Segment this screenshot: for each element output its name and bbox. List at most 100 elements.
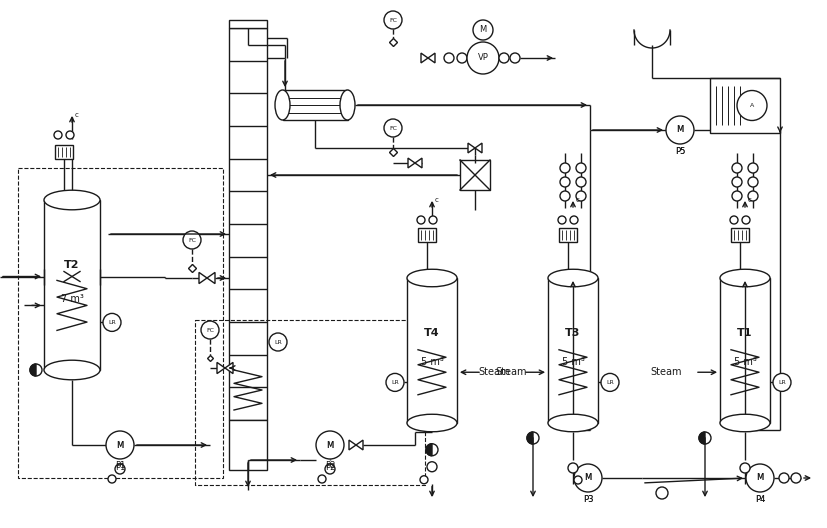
Circle shape	[473, 20, 493, 40]
Polygon shape	[30, 364, 36, 376]
Text: P3: P3	[583, 495, 593, 504]
Polygon shape	[699, 432, 705, 444]
Text: Steam: Steam	[651, 367, 682, 377]
Circle shape	[66, 131, 74, 139]
Text: LR: LR	[778, 380, 786, 385]
Circle shape	[748, 163, 758, 173]
Text: M: M	[676, 126, 684, 135]
Text: 5 m³: 5 m³	[421, 357, 443, 367]
Ellipse shape	[275, 90, 290, 120]
Text: M: M	[327, 440, 333, 449]
Circle shape	[732, 191, 742, 201]
Polygon shape	[421, 53, 428, 63]
Ellipse shape	[720, 269, 770, 287]
Bar	[195, 320, 425, 485]
Text: T2: T2	[65, 260, 79, 270]
Circle shape	[748, 177, 758, 187]
Circle shape	[666, 116, 694, 144]
Text: A: A	[750, 103, 754, 108]
Circle shape	[570, 216, 578, 224]
Circle shape	[732, 163, 742, 173]
Ellipse shape	[44, 360, 100, 380]
Text: LR: LR	[274, 340, 282, 344]
Text: c: c	[748, 197, 752, 203]
Text: M: M	[757, 474, 763, 483]
Bar	[229, 28, 267, 420]
Text: FC: FC	[389, 126, 397, 130]
Circle shape	[318, 475, 326, 483]
Circle shape	[420, 476, 428, 484]
Circle shape	[108, 475, 116, 483]
Text: Steam: Steam	[479, 367, 510, 377]
Polygon shape	[408, 158, 415, 168]
Circle shape	[576, 163, 586, 173]
Circle shape	[748, 191, 758, 201]
Text: M: M	[757, 474, 763, 483]
Text: FC: FC	[206, 327, 214, 333]
Circle shape	[467, 42, 499, 74]
Text: P3: P3	[583, 495, 593, 504]
Text: LR: LR	[606, 380, 614, 385]
Bar	[720, 278, 770, 423]
Circle shape	[54, 131, 62, 139]
Circle shape	[510, 53, 520, 63]
Text: P5: P5	[675, 147, 686, 156]
Polygon shape	[356, 440, 363, 450]
Text: M: M	[585, 474, 591, 483]
Circle shape	[576, 177, 586, 187]
Polygon shape	[349, 440, 356, 450]
Text: M: M	[585, 474, 591, 483]
Bar	[229, 420, 267, 470]
Circle shape	[568, 463, 578, 473]
Ellipse shape	[407, 269, 457, 287]
Text: M: M	[327, 440, 333, 449]
Circle shape	[325, 464, 335, 474]
Circle shape	[429, 216, 437, 224]
Circle shape	[115, 464, 125, 474]
Circle shape	[737, 90, 767, 120]
Text: P2: P2	[325, 461, 335, 470]
Text: M: M	[117, 440, 123, 449]
Text: M: M	[480, 25, 486, 34]
Circle shape	[742, 216, 750, 224]
Bar	[731, 228, 749, 242]
Circle shape	[384, 11, 402, 29]
Bar	[44, 200, 100, 370]
Circle shape	[499, 53, 509, 63]
Text: T3: T3	[566, 328, 581, 338]
Text: 5 m³: 5 m³	[734, 357, 757, 367]
Text: LR: LR	[108, 320, 116, 325]
Circle shape	[269, 333, 287, 351]
Circle shape	[740, 463, 750, 473]
Text: T1: T1	[737, 328, 753, 338]
Circle shape	[426, 444, 438, 456]
Bar	[229, 20, 267, 28]
Bar	[283, 90, 347, 120]
Circle shape	[558, 216, 566, 224]
Circle shape	[601, 373, 619, 391]
Text: P5: P5	[675, 146, 686, 156]
Polygon shape	[207, 272, 215, 284]
Circle shape	[746, 464, 774, 492]
Circle shape	[386, 373, 404, 391]
Text: P1: P1	[115, 463, 125, 472]
Circle shape	[560, 177, 570, 187]
Circle shape	[457, 53, 467, 63]
Polygon shape	[415, 158, 422, 168]
Polygon shape	[217, 362, 225, 374]
Text: M: M	[117, 440, 123, 449]
Polygon shape	[468, 143, 475, 153]
Text: VP: VP	[477, 53, 489, 62]
Circle shape	[384, 119, 402, 137]
Ellipse shape	[720, 414, 770, 432]
Circle shape	[316, 431, 344, 459]
Text: c: c	[435, 197, 439, 203]
Text: FC: FC	[389, 17, 397, 23]
Text: P2: P2	[325, 463, 335, 472]
Bar	[548, 278, 598, 423]
Bar	[55, 145, 73, 159]
Polygon shape	[199, 272, 207, 284]
Text: c: c	[75, 112, 79, 118]
Ellipse shape	[548, 414, 598, 432]
Polygon shape	[475, 143, 482, 153]
